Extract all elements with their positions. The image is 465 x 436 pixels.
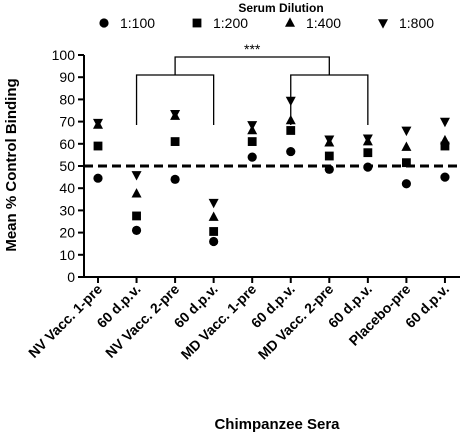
data-point	[131, 171, 142, 181]
data-point	[440, 141, 450, 151]
data-point	[324, 135, 335, 145]
data-point	[208, 211, 219, 221]
series-triangle-down	[93, 96, 450, 209]
data-point	[209, 236, 219, 247]
legend-title: Serum Dilution	[238, 1, 323, 15]
legend-marker-square	[192, 18, 202, 28]
data-point	[93, 118, 103, 129]
data-point	[402, 158, 411, 168]
series-square	[93, 126, 450, 236]
data-point	[401, 126, 412, 137]
data-point	[170, 174, 180, 184]
x-axis-label: Chimpanzee Sera	[214, 416, 340, 433]
y-tick-label: 90	[59, 69, 75, 85]
data-point	[401, 179, 411, 189]
data-point	[286, 146, 296, 157]
data-point	[363, 162, 373, 172]
data-point	[170, 110, 181, 120]
data-point	[363, 148, 373, 158]
legend-marker-triangle-down	[378, 19, 388, 29]
data-point	[208, 198, 219, 209]
data-point	[362, 134, 373, 144]
data-point	[131, 225, 142, 235]
data-point	[247, 152, 257, 162]
y-tick-label: 60	[59, 136, 75, 152]
y-tick-label: 20	[59, 225, 75, 241]
data-point	[439, 134, 450, 145]
legend-item: 1:800	[378, 15, 434, 31]
y-tick-label: 30	[59, 202, 75, 218]
data-point	[439, 117, 450, 128]
significance-bracket	[290, 74, 369, 125]
data-point	[324, 151, 334, 161]
legend-item: 1:100	[99, 15, 155, 31]
legend-label: 1:200	[213, 15, 248, 31]
data-point	[440, 172, 450, 182]
data-point	[132, 211, 141, 221]
y-tick-label: 100	[52, 47, 76, 63]
legend-marker-triangle-up	[285, 17, 295, 27]
legend-label: 1:400	[306, 15, 341, 31]
plot-area	[84, 96, 460, 247]
legend-label: 1:100	[120, 15, 155, 31]
y-tick-label: 80	[59, 91, 75, 107]
data-point	[401, 141, 412, 151]
data-point	[93, 173, 103, 183]
y-tick-label: 50	[59, 158, 75, 174]
significance-connector	[174, 56, 330, 75]
data-point	[247, 137, 257, 146]
series-circle	[93, 146, 450, 247]
y-tick-label: 10	[59, 247, 75, 263]
data-point	[247, 121, 258, 131]
data-point	[209, 227, 219, 236]
legend-item: 1:400	[285, 15, 341, 31]
significance-annotation: ***	[135, 41, 369, 125]
legend: Serum Dilution 1:100 1:200 1:400 1:800	[99, 1, 434, 31]
significance-stars: ***	[244, 41, 261, 57]
legend-item: 1:200	[192, 15, 248, 31]
data-point	[131, 188, 142, 198]
y-tick-label: 40	[59, 180, 75, 196]
y-axis: 0 10 20 30 40 50 60 70 80 90 100	[52, 47, 85, 285]
y-tick-label: 70	[59, 114, 75, 130]
data-point	[286, 126, 296, 135]
y-axis-label: Mean % Control Binding	[3, 78, 20, 251]
legend-marker-circle	[99, 18, 109, 28]
legend-label: 1:800	[399, 15, 434, 31]
data-point	[170, 137, 180, 146]
data-point	[324, 164, 334, 174]
data-point	[93, 141, 103, 151]
y-tick-label: 0	[67, 269, 75, 285]
